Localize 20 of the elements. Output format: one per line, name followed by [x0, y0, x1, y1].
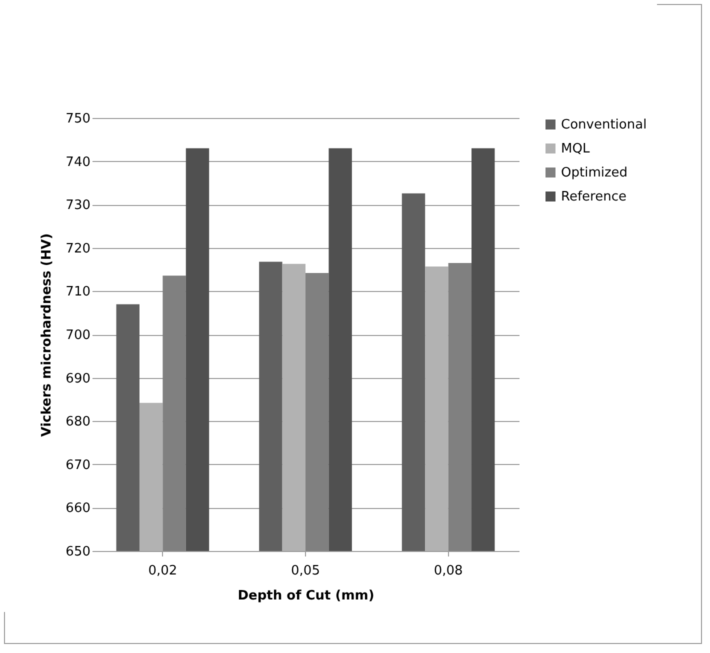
y-tick-label: 700	[66, 328, 90, 343]
y-tick-label: 670	[66, 458, 90, 473]
legend-label: Reference	[561, 190, 626, 204]
y-tick-label: 720	[66, 241, 90, 256]
y-tick-label: 740	[66, 154, 90, 170]
y-tick-label: 680	[66, 414, 90, 430]
x-tick-label: 0,02	[148, 564, 178, 578]
x-axis-title: Depth of Cut (mm)	[238, 588, 374, 604]
legend-label: MQL	[561, 142, 590, 156]
y-tick-label: 650	[66, 544, 90, 560]
y-tick-label: 730	[66, 198, 90, 214]
y-axis-title: Vickers microhardness (HV)	[40, 233, 55, 437]
x-tick-label: 0,05	[291, 564, 320, 578]
y-tick-label: 750	[66, 112, 90, 126]
legend-label: Optimized	[561, 166, 628, 180]
x-tick-label: 0,08	[434, 564, 463, 578]
legend-label: Conventional	[561, 118, 647, 132]
y-tick-label: 690	[66, 371, 90, 386]
y-tick-label: 660	[66, 501, 90, 516]
y-tick-label: 710	[66, 284, 90, 300]
